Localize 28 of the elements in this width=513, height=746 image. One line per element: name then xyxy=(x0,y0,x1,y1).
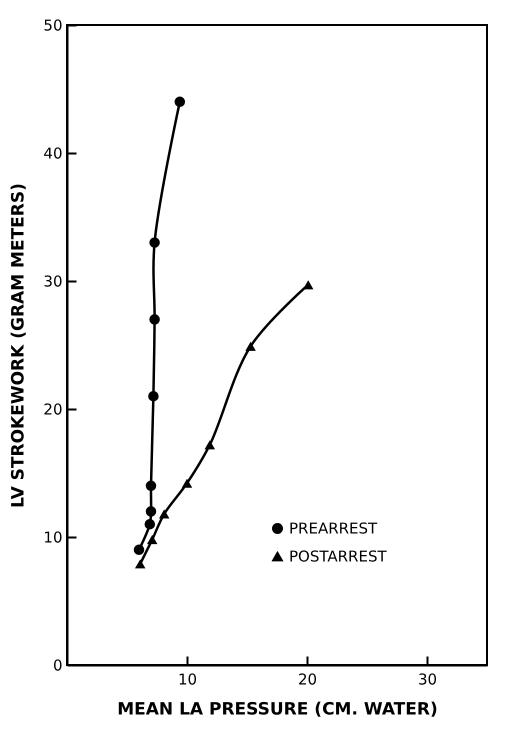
y-tick-label: 40 xyxy=(43,144,62,162)
y-tick-label: 0 xyxy=(52,656,62,674)
y-tick-label: 20 xyxy=(43,400,62,418)
point xyxy=(182,478,192,488)
x-tick-label: 30 xyxy=(418,670,438,688)
point xyxy=(149,314,160,325)
legend-label: POSTARREST xyxy=(289,548,388,566)
point xyxy=(144,518,156,530)
point xyxy=(302,280,314,290)
point xyxy=(174,96,186,108)
point xyxy=(134,559,146,568)
y-tick-label: 30 xyxy=(43,272,62,290)
point xyxy=(134,544,144,556)
point xyxy=(149,237,160,248)
x-tick-label: 20 xyxy=(298,670,318,688)
point xyxy=(204,440,216,450)
y-axis-title: LV STROKEWORK (GRAM METERS) xyxy=(8,183,28,508)
y-tick-label: 50 xyxy=(43,16,62,34)
x-tick-label: 10 xyxy=(178,670,198,688)
legend-label: PREARREST xyxy=(289,520,378,538)
point xyxy=(148,390,159,402)
point xyxy=(146,535,158,544)
x-axis-title: MEAN LA PRESSURE (CM. WATER) xyxy=(117,700,438,720)
point xyxy=(146,480,156,492)
y-tick-label: 10 xyxy=(43,528,62,546)
point xyxy=(146,506,156,517)
point xyxy=(158,509,170,518)
point xyxy=(245,342,256,351)
